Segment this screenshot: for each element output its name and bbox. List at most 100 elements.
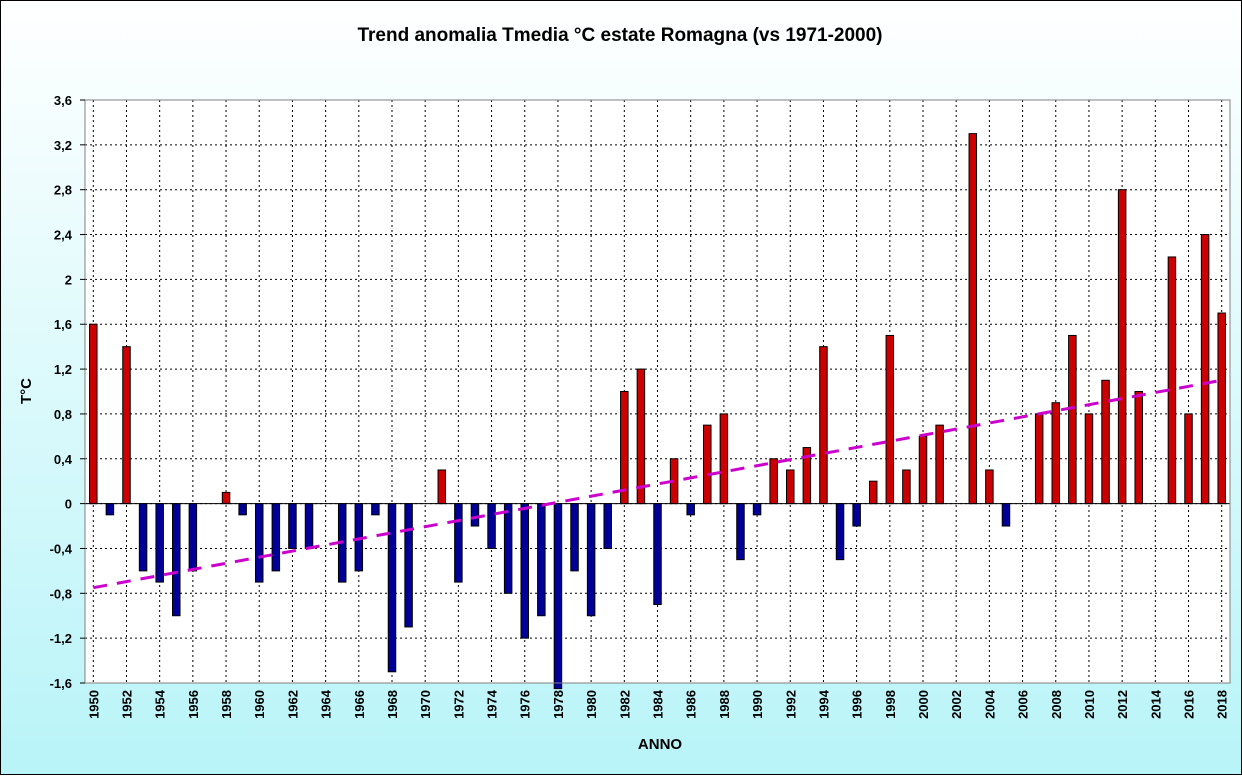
x-tick-label: 1972: [451, 690, 466, 719]
bar-1988: [719, 413, 729, 505]
bar-2007: [1034, 413, 1044, 505]
bar-1960: [254, 503, 264, 583]
x-tick-label: 1980: [584, 690, 599, 719]
bar-1971: [437, 469, 447, 505]
x-tick-label: 2012: [1115, 690, 1130, 719]
bar-1961: [271, 503, 281, 572]
x-tick-label: 1996: [850, 690, 865, 719]
x-axis-ticks: 1950 1952 1954 1956 1958 1960 1962 1964 1966 1968…: [86, 689, 1229, 719]
x-tick-label: 2014: [1148, 689, 1163, 719]
bar-1996: [852, 503, 861, 527]
bar-2000: [918, 435, 928, 505]
bar-1967: [371, 503, 380, 516]
y-axis-ticks: 3,6 3,2 2,8 2,4 2 1,6 1,2 0,8 0,4 0 -0,4 -0,8 -1,2 -1…: [50, 93, 85, 691]
x-tick-label: 2004: [982, 689, 997, 719]
bar-1968: [387, 503, 397, 673]
plot-border: [84, 99, 1231, 684]
y-tick-label: 3,6: [54, 93, 72, 108]
bar-1956: [188, 503, 198, 572]
bar-2003: [968, 133, 978, 505]
bar-2013: [1134, 391, 1143, 505]
x-tick-label: 2016: [1182, 690, 1197, 719]
bar-1950: [89, 323, 98, 505]
bar-1977: [537, 503, 546, 617]
x-tick-label: 1950: [86, 690, 101, 719]
bar-2011: [1101, 379, 1110, 505]
bar-1979: [570, 503, 579, 572]
bar-1981: [603, 503, 612, 549]
x-tick-label: 1992: [783, 690, 798, 719]
y-tick-label: 1,2: [54, 362, 72, 377]
bar-1984: [653, 503, 662, 606]
bar-1958: [221, 491, 231, 505]
bar-1975: [503, 503, 513, 594]
y-tick-label: -0,8: [50, 586, 72, 601]
bar-1962: [288, 503, 297, 549]
y-axis-label: T°C: [18, 378, 35, 404]
bar-1997: [868, 480, 878, 505]
y-tick-label: 0: [65, 497, 72, 512]
x-tick-label: 2018: [1215, 690, 1230, 719]
x-tick-label: 2008: [1049, 690, 1064, 719]
bar-1953: [138, 503, 148, 572]
x-tick-label: 2006: [1016, 690, 1031, 719]
x-tick-label: 1952: [119, 690, 134, 719]
y-tick-label: -1,6: [50, 676, 72, 691]
x-tick-label: 1954: [153, 689, 168, 719]
x-tick-label: 1966: [352, 690, 367, 719]
y-tick-label: 3,2: [54, 138, 72, 153]
bar-1973: [470, 503, 480, 527]
x-tick-label: 1978: [551, 690, 566, 719]
bar-1980: [586, 503, 596, 617]
y-tick-label: 2: [65, 272, 72, 287]
bar-1992: [786, 469, 795, 505]
x-tick-label: 1960: [252, 690, 267, 719]
y-tick-label: -1,2: [50, 631, 72, 646]
bar-1986: [686, 503, 695, 516]
bar-1990: [752, 503, 762, 516]
x-tick-label: 1970: [418, 690, 433, 719]
bar-1969: [404, 503, 413, 628]
x-tick-label: 1976: [518, 690, 533, 719]
bar-1959: [238, 503, 247, 516]
x-tick-label: 2010: [1082, 690, 1097, 719]
bar-1989: [736, 503, 745, 561]
x-tick-label: 1994: [816, 689, 831, 719]
y-tick-label: 0,8: [54, 407, 72, 422]
x-tick-label: 1958: [219, 690, 234, 719]
bar-1995: [835, 503, 845, 561]
x-tick-label: 1982: [617, 690, 632, 719]
bar-2017: [1200, 234, 1210, 505]
bar-1963: [304, 503, 314, 549]
bar-2018: [1217, 312, 1226, 505]
bar-1998: [885, 334, 895, 505]
bar-1974: [487, 503, 496, 549]
y-tick-label: 1,6: [54, 317, 72, 332]
x-tick-label: 2002: [949, 690, 964, 719]
bar-2008: [1051, 402, 1061, 505]
bar-1978: [553, 503, 563, 690]
x-axis-label: ANNO: [638, 736, 682, 753]
bar-2001: [935, 424, 944, 505]
bar-2012: [1117, 189, 1127, 505]
bar-1954: [155, 503, 164, 583]
y-tick-label: 2,8: [54, 183, 72, 198]
bar-1999: [902, 469, 911, 505]
bar-1955: [172, 503, 181, 617]
x-tick-label: 1998: [883, 690, 898, 719]
bar-2009: [1068, 334, 1077, 505]
chart-title: Trend anomalia Tmedia °C estate Romagna …: [357, 25, 882, 46]
bar-2010: [1084, 413, 1094, 505]
bar-1991: [769, 458, 778, 505]
x-tick-label: 1968: [385, 690, 400, 719]
bar-1983: [636, 368, 646, 505]
y-tick-label: 2,4: [54, 228, 73, 243]
x-tick-label: 1962: [285, 690, 300, 719]
x-tick-label: 1974: [485, 689, 500, 719]
x-tick-label: 1984: [651, 689, 666, 719]
bar-2016: [1184, 413, 1193, 505]
y-tick-label: 0,4: [54, 452, 73, 467]
x-tick-label: 1988: [717, 690, 732, 719]
